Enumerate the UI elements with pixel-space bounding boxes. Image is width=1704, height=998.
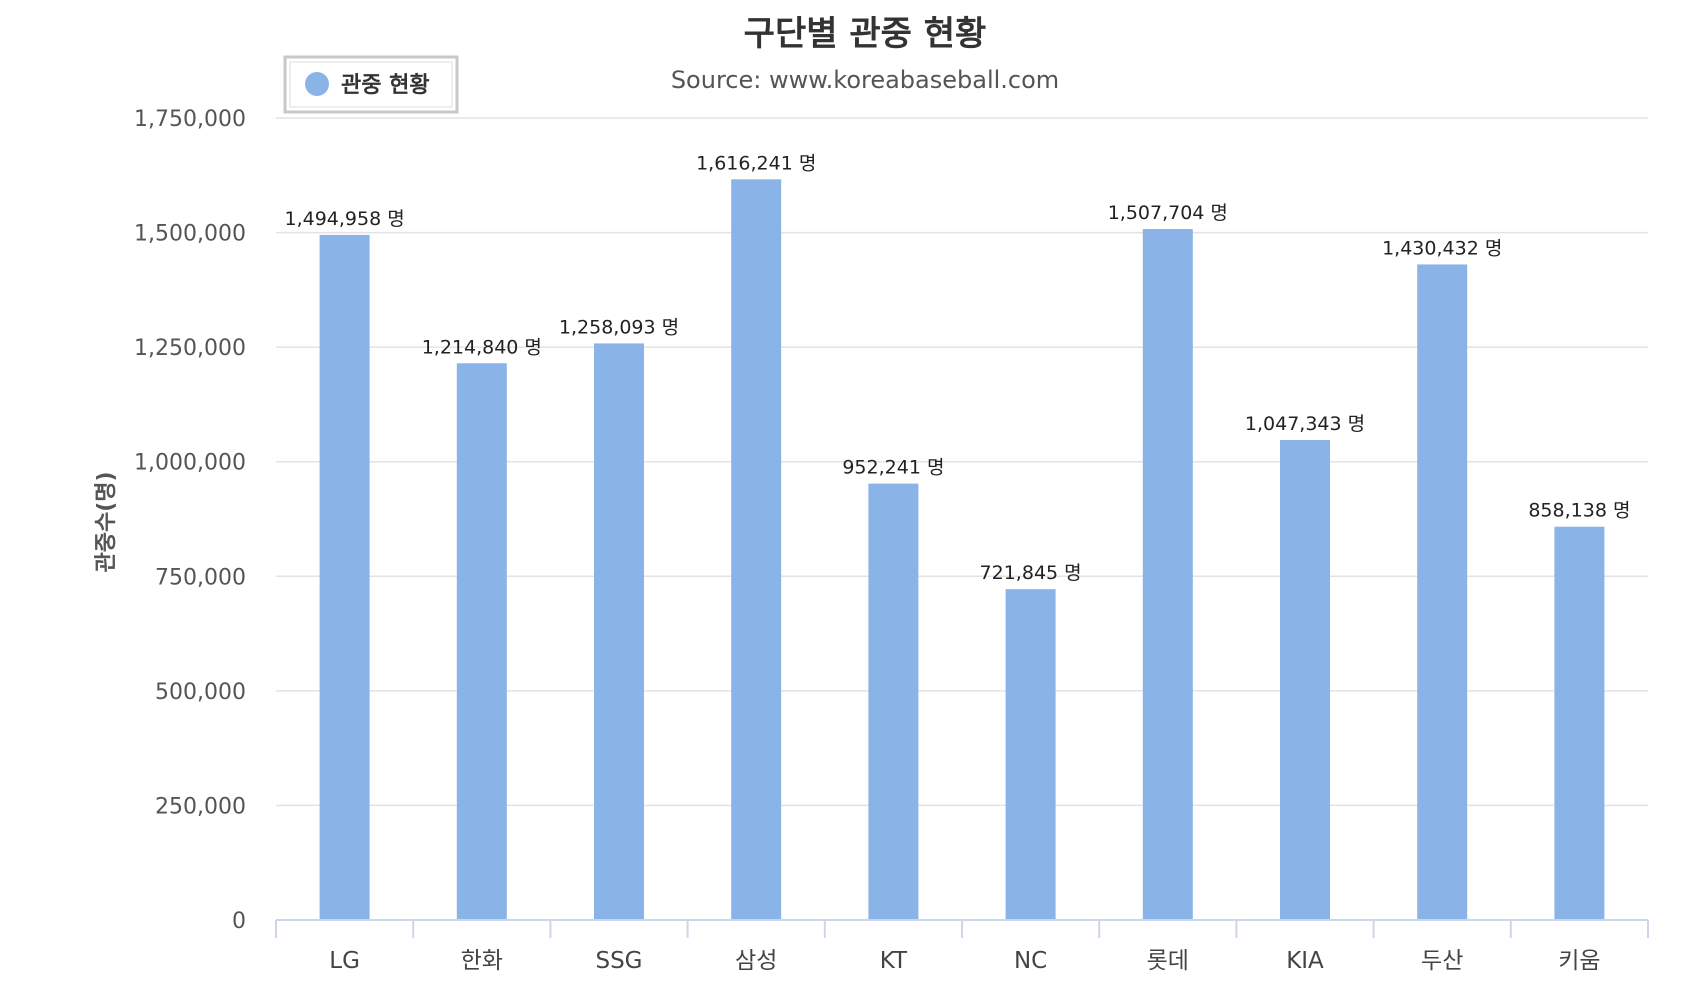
data-label: 1,507,704 명 xyxy=(1108,202,1228,224)
legend-marker xyxy=(305,72,329,96)
x-tick-label: LG xyxy=(329,948,360,974)
data-label: 1,430,432 명 xyxy=(1382,237,1502,259)
x-tick-label: KT xyxy=(880,948,908,974)
legend[interactable]: 관중 현황 xyxy=(283,55,459,114)
y-tick-label: 500,000 xyxy=(155,680,246,705)
bar[interactable] xyxy=(1142,229,1193,921)
bar[interactable] xyxy=(1417,264,1468,920)
data-label: 1,214,840 명 xyxy=(422,336,542,358)
y-tick-label: 1,250,000 xyxy=(134,336,246,361)
bar[interactable] xyxy=(1005,589,1056,920)
legend-label: 관중 현황 xyxy=(341,73,430,98)
x-tick-label: SSG xyxy=(595,948,642,974)
y-axis-ticks: 0 250,000 500,000 750,000 1,000,000 1,250,000… xyxy=(134,107,246,934)
chart-subtitle: Source: www.koreabaseball.com xyxy=(671,66,1059,94)
data-label: 1,616,241 명 xyxy=(696,152,816,174)
x-tick-label: 삼성 xyxy=(735,948,777,974)
y-tick-label: 750,000 xyxy=(155,565,246,590)
bar[interactable] xyxy=(1280,440,1330,920)
y-tick-label: 1,500,000 xyxy=(134,222,246,247)
bar[interactable] xyxy=(456,363,507,920)
bar[interactable] xyxy=(594,343,644,920)
y-tick-label: 250,000 xyxy=(155,794,246,819)
x-tick-label: 키움 xyxy=(1558,948,1600,974)
bar[interactable] xyxy=(868,483,919,920)
data-label: 1,047,343 명 xyxy=(1245,413,1365,435)
bar[interactable] xyxy=(731,179,782,921)
bars xyxy=(319,179,1605,921)
chart-title: 구단별 관중 현황 xyxy=(744,14,987,54)
y-tick-label: 0 xyxy=(232,909,246,934)
data-label: 1,494,958 명 xyxy=(284,208,404,230)
y-axis-title: 관중수(명) xyxy=(94,471,119,572)
x-tick-label: KIA xyxy=(1286,948,1324,974)
x-tick-label: 한화 xyxy=(461,948,503,974)
x-axis: LG 한화 SSG 삼성 KT NC 롯데 KIA 두산 키움 xyxy=(275,919,1649,974)
data-label: 952,241 명 xyxy=(842,457,944,479)
data-label: 858,138 명 xyxy=(1528,500,1630,522)
bar[interactable] xyxy=(319,234,370,921)
y-tick-label: 1,750,000 xyxy=(134,107,246,132)
bar[interactable] xyxy=(1554,526,1605,920)
x-tick-label: 두산 xyxy=(1421,948,1463,974)
data-label: 721,845 명 xyxy=(980,562,1082,584)
y-tick-label: 1,000,000 xyxy=(134,451,246,476)
x-tick-label: 롯데 xyxy=(1147,948,1189,974)
data-labels: 1,494,958 명 1,214,840 명 1,258,093 명 1,616,2… xyxy=(284,152,1630,584)
x-tick-label: NC xyxy=(1014,948,1047,974)
data-label: 1,258,093 명 xyxy=(559,316,679,338)
